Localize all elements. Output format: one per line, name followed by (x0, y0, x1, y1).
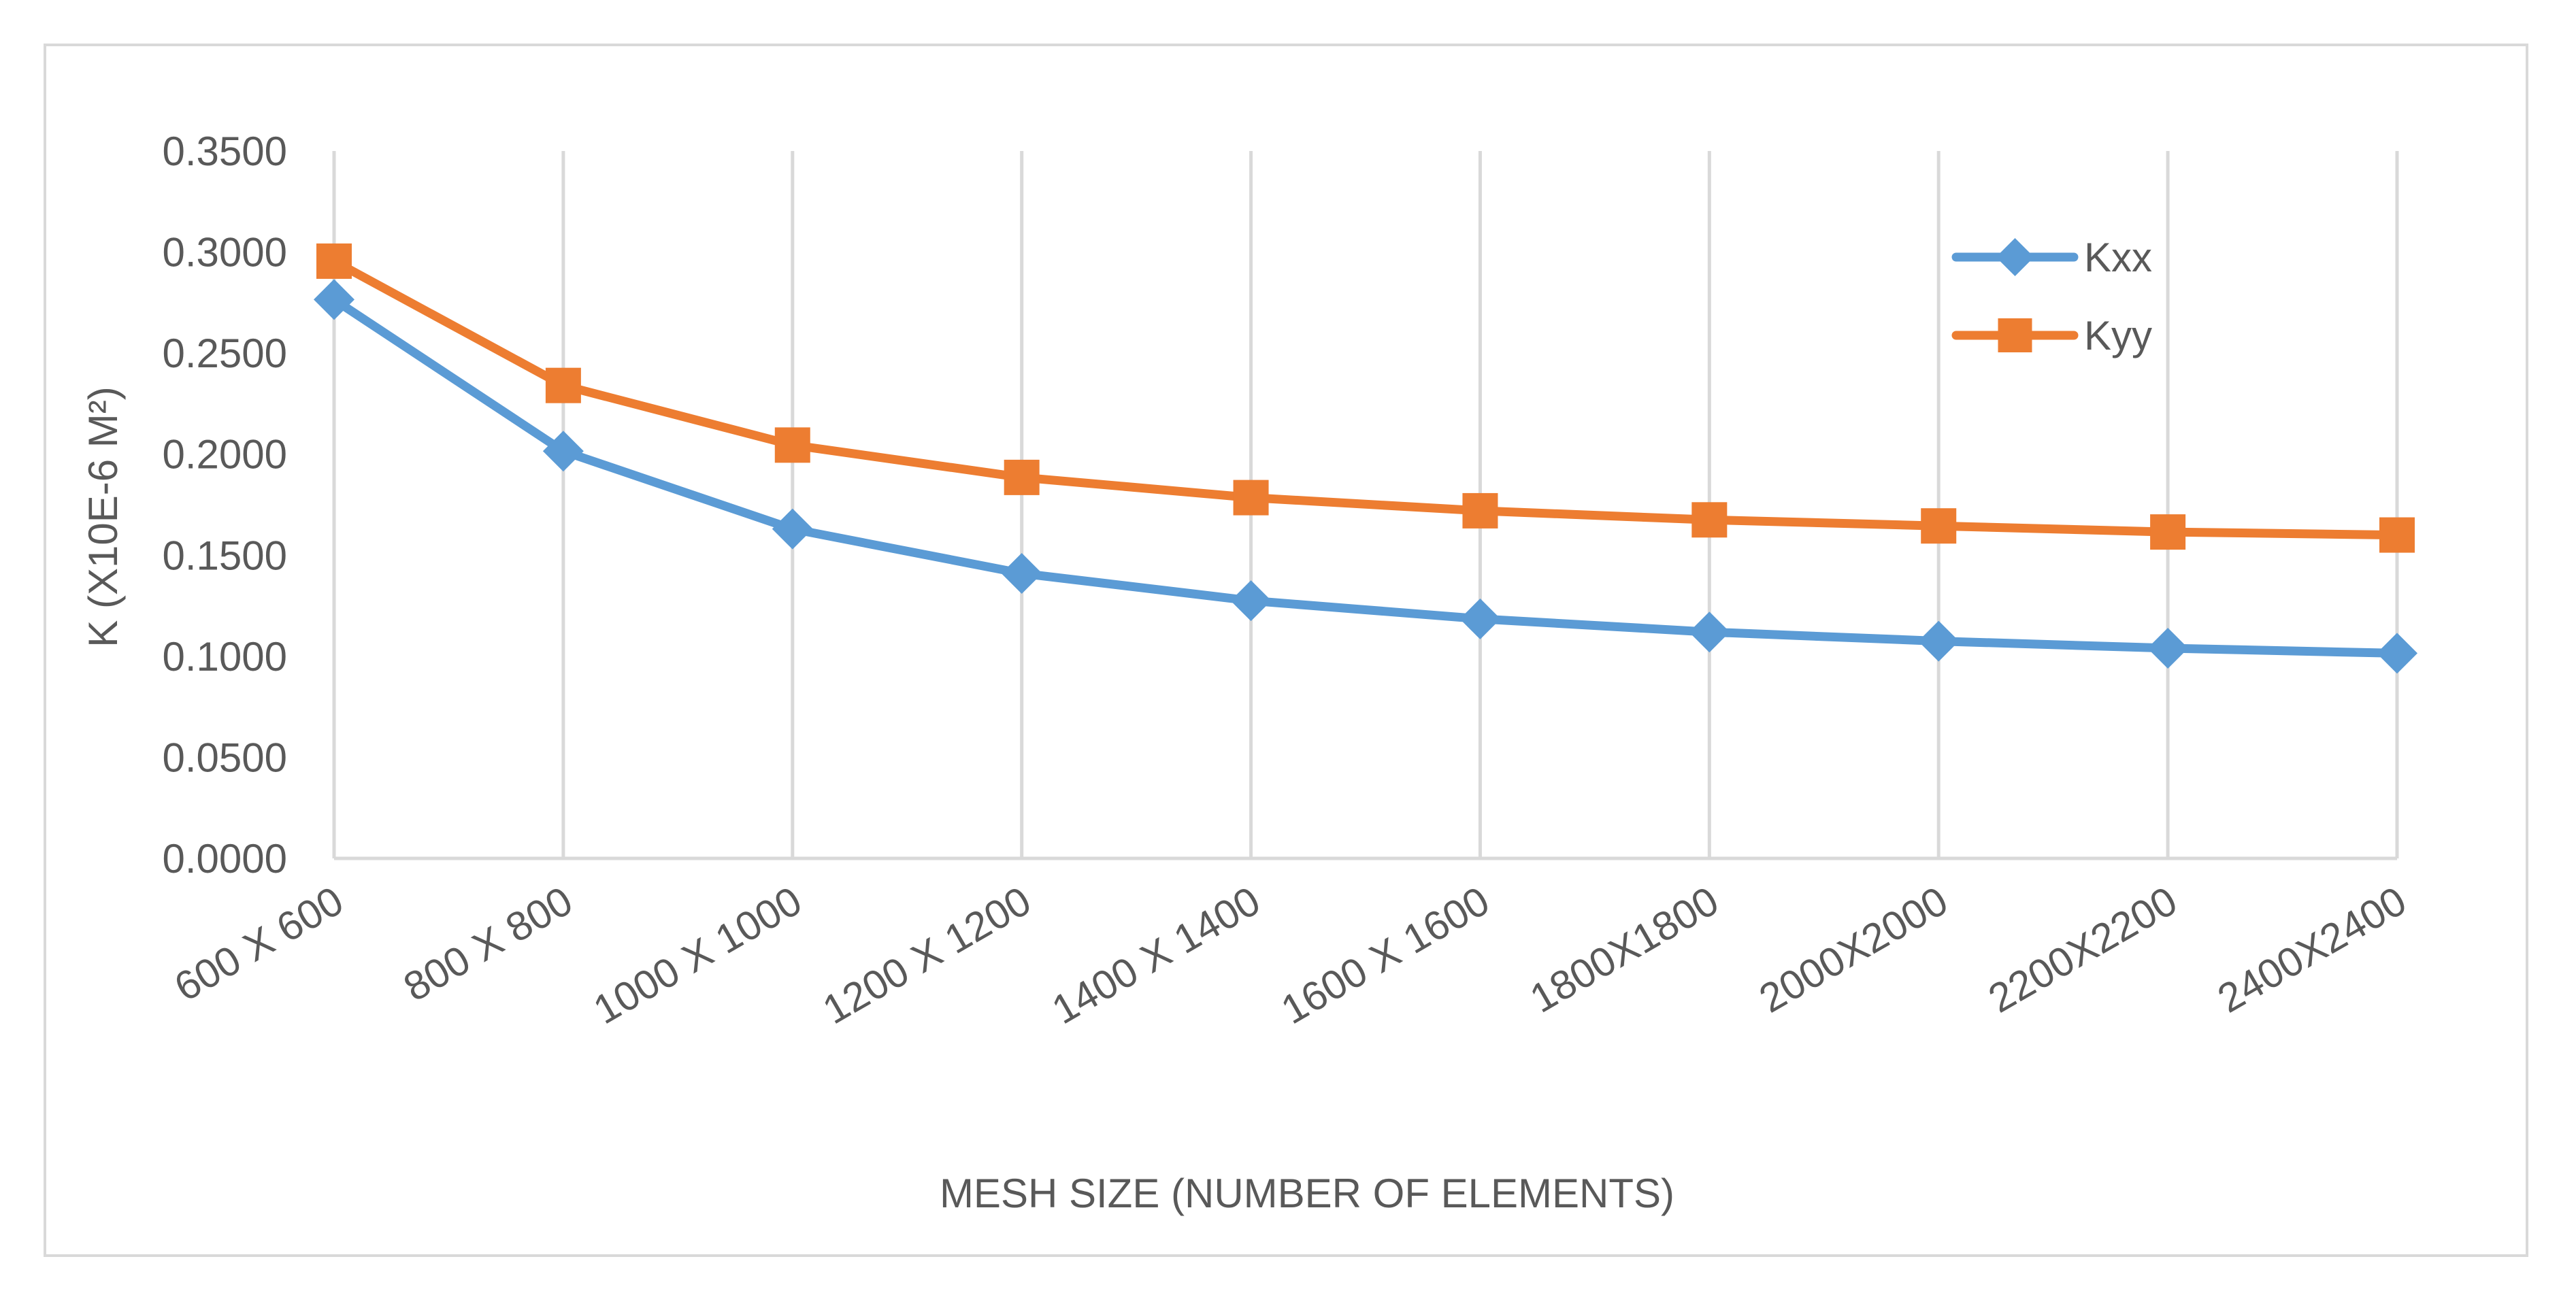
marker-kxx-7 (1918, 620, 1960, 662)
y-tick-label-3: 0.1500 (162, 533, 287, 578)
legend-label-kxx: Kxx (2084, 235, 2152, 280)
marker-kxx-1 (542, 431, 584, 472)
y-tick-label-7: 0.3500 (162, 129, 287, 174)
y-tick-label-5: 0.2500 (162, 331, 287, 376)
marker-kxx-5 (1459, 598, 1501, 639)
marker-kyy-6 (1691, 502, 1728, 538)
y-tick-label-1: 0.0500 (162, 735, 287, 780)
marker-kyy-7 (1921, 508, 1957, 544)
marker-kxx-3 (1001, 553, 1042, 594)
y-tick-label-0: 0.0000 (162, 836, 287, 882)
marker-kyy-5 (1462, 492, 1498, 529)
y-tick-label-6: 0.3000 (162, 230, 287, 275)
marker-kxx-2 (772, 508, 813, 550)
y-tick-label-4: 0.2000 (162, 432, 287, 477)
marker-kyy-0 (316, 243, 352, 279)
series-line-kyy (329, 256, 2402, 540)
y-tick-label-2: 0.1000 (162, 634, 287, 680)
series-line-kxx (329, 295, 2402, 658)
marker-kyy-9 (2379, 517, 2415, 553)
legend-marker-kxx (1996, 238, 2034, 276)
marker-kxx-9 (2377, 633, 2417, 674)
legend-marker-kyy (1998, 318, 2032, 352)
legend: Kxx Kyy (1951, 235, 2152, 358)
y-axis-ticks: 0.0000 0.0500 0.1000 0.1500 0.2000 0.2500 0.30… (162, 129, 287, 882)
marker-kyy-8 (2150, 514, 2186, 550)
marker-kyy-3 (1004, 459, 1040, 495)
marker-kyy-4 (1233, 480, 1269, 516)
marker-kxx-4 (1230, 580, 1272, 622)
x-axis-title: MESH SIZE (NUMBER OF ELEMENTS) (940, 1171, 1674, 1216)
marker-kxx-0 (314, 279, 354, 320)
data-series (314, 243, 2417, 674)
legend-label-kyy: Kyy (2084, 313, 2152, 358)
marker-kxx-8 (2147, 627, 2189, 669)
y-axis-title: K (X10E-6 M²) (80, 386, 126, 647)
marker-kyy-1 (545, 367, 581, 403)
marker-kxx-6 (1689, 611, 1730, 653)
marker-kyy-2 (774, 427, 810, 463)
